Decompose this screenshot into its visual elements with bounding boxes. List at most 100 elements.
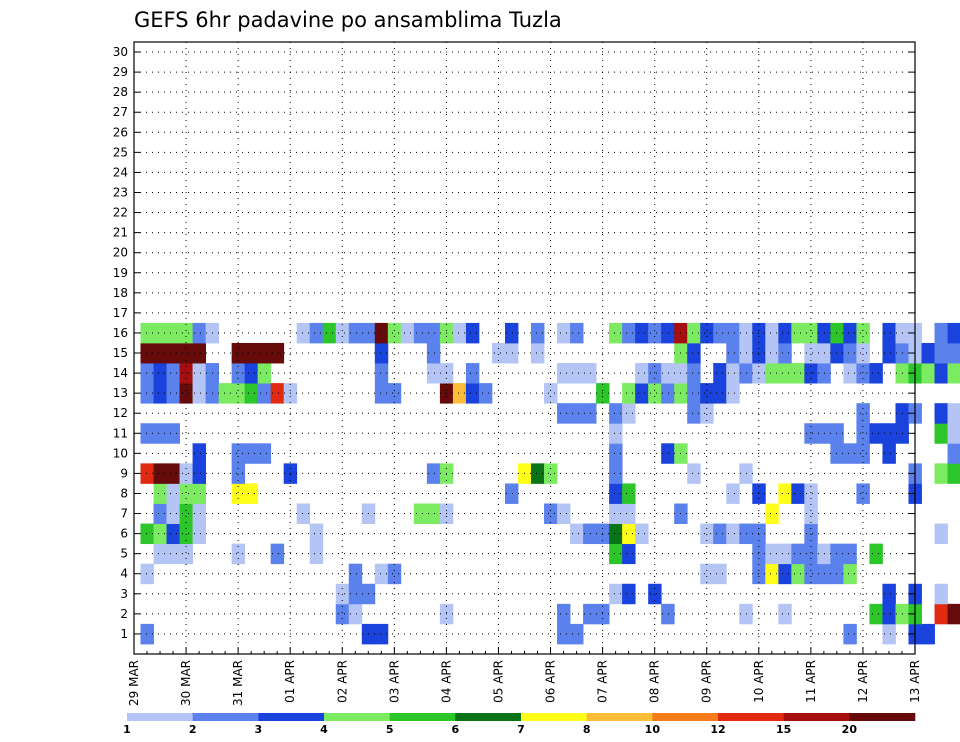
heatmap-cell — [804, 423, 818, 444]
heatmap-cell — [426, 322, 441, 344]
heatmap-cell — [153, 463, 167, 484]
heatmap-cell — [700, 523, 714, 545]
heatmap-cell — [882, 603, 896, 625]
heatmap-cell — [778, 543, 792, 565]
heatmap-cell — [830, 423, 844, 444]
y-tick-label: 2 — [120, 607, 128, 621]
colorbar-label: 2 — [189, 723, 197, 736]
heatmap-cell — [426, 342, 441, 364]
heatmap-cell — [153, 342, 167, 364]
heatmap-cell — [609, 443, 623, 464]
heatmap-cell — [348, 603, 363, 625]
heatmap-cell — [153, 503, 167, 524]
heatmap-cell — [166, 423, 180, 444]
heatmap-cell — [309, 523, 324, 545]
colorbar-label: 8 — [583, 723, 591, 736]
heatmap-cell — [661, 443, 675, 464]
heatmap-cell — [791, 563, 805, 585]
heatmap-cell — [140, 383, 154, 404]
colorbar-segment — [849, 713, 916, 721]
heatmap-cell — [622, 322, 636, 344]
heatmap-cell — [244, 342, 259, 364]
heatmap-cell — [622, 543, 636, 565]
heatmap-cell — [622, 583, 636, 605]
heatmap-cell — [544, 383, 558, 404]
heatmap-cell — [609, 403, 623, 424]
heatmap-cell — [270, 383, 285, 404]
heatmap-cell — [804, 503, 818, 524]
heatmap-cell — [166, 463, 180, 484]
heatmap-cell — [413, 322, 428, 344]
heatmap-cell — [739, 363, 753, 384]
heatmap-cell — [843, 322, 857, 344]
heatmap-cell — [661, 603, 675, 625]
heatmap-cell — [270, 543, 285, 565]
heatmap-cell — [804, 563, 818, 585]
heatmap-cell — [713, 363, 727, 384]
heatmap-cell — [882, 443, 896, 464]
heatmap-cell — [804, 322, 818, 344]
heatmap-cell — [231, 463, 246, 484]
y-tick-label: 25 — [113, 145, 128, 159]
y-tick-label: 30 — [113, 45, 128, 59]
x-tick-label: 06 APR — [544, 660, 558, 703]
heatmap-cell — [244, 383, 259, 404]
heatmap-cell — [544, 463, 558, 484]
heatmap-cell — [192, 523, 206, 545]
y-tick-label: 10 — [113, 446, 128, 460]
heatmap-cell — [687, 363, 701, 384]
heatmap-cell — [622, 403, 636, 424]
heatmap-cell — [570, 322, 584, 344]
heatmap-cell — [531, 342, 545, 364]
heatmap-cell — [778, 342, 792, 364]
heatmap-cell — [583, 523, 597, 545]
heatmap-cell — [166, 483, 180, 504]
y-tick-label: 16 — [113, 326, 128, 340]
heatmap-cell — [426, 363, 441, 384]
y-tick-label: 17 — [113, 306, 128, 320]
colorbar-label: 5 — [386, 723, 394, 736]
heatmap-cell — [413, 503, 428, 524]
colorbar-segment — [192, 713, 259, 721]
heatmap-cell — [153, 483, 167, 504]
heatmap-cell — [257, 383, 272, 404]
heatmap-cell — [804, 342, 818, 364]
heatmap-cell — [452, 383, 467, 404]
y-tick-label: 24 — [113, 165, 128, 179]
heatmap-cell — [778, 603, 792, 625]
heatmap-cell — [348, 563, 363, 585]
x-tick-label: 05 APR — [491, 660, 505, 703]
y-tick-label: 5 — [120, 547, 128, 561]
heatmap-cell — [635, 322, 649, 344]
colorbar-label: 4 — [320, 723, 328, 736]
heatmap-cell — [830, 563, 844, 585]
heatmap-cell — [570, 623, 584, 645]
colorbar-segment — [586, 713, 653, 721]
heatmap-cell — [609, 463, 623, 484]
heatmap-cell — [804, 543, 818, 565]
heatmap-cell — [531, 463, 545, 484]
heatmap-cell — [882, 623, 896, 645]
heatmap-cell — [140, 363, 154, 384]
heatmap-cell — [687, 463, 701, 484]
heatmap-cell — [843, 363, 857, 384]
heatmap-cell — [713, 383, 727, 404]
heatmap-cell — [765, 563, 779, 585]
grid-lines — [134, 42, 915, 654]
heatmap-cell — [713, 322, 727, 344]
heatmap-cell — [348, 583, 363, 605]
heatmap-cell — [166, 523, 180, 545]
heatmap-cell — [947, 423, 960, 444]
colorbar-segment — [127, 713, 193, 721]
heatmap-cell — [192, 322, 206, 344]
y-tick-label: 6 — [120, 527, 128, 541]
heatmap-cell — [231, 543, 246, 565]
heatmap-cell — [570, 523, 584, 545]
heatmap-cell — [739, 322, 753, 344]
heatmap-cell — [609, 322, 623, 344]
heatmap-cell — [765, 342, 779, 364]
heatmap-cell — [648, 363, 662, 384]
heatmap-cell — [739, 603, 753, 625]
heatmap-cell — [140, 322, 154, 344]
